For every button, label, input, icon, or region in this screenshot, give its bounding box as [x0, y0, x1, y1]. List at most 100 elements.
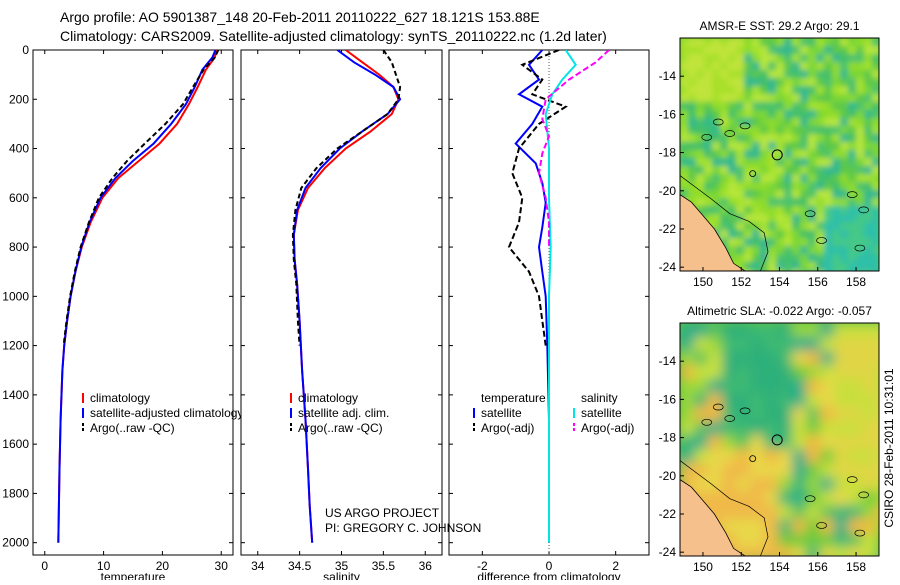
x-tick-label: -2 [477, 559, 488, 573]
map-cell [728, 214, 736, 222]
map-cell [712, 110, 720, 118]
map-cell [708, 435, 722, 449]
map-cell [688, 198, 696, 206]
map-cell [736, 421, 750, 435]
x-tick-label: 10 [97, 559, 111, 573]
y-tick-label: -24 [659, 260, 677, 274]
map-cell [728, 62, 736, 70]
credit-line-1: US ARGO PROJECT [325, 506, 440, 520]
map-cell [792, 491, 806, 505]
x-tick-label: 2 [612, 559, 619, 573]
map-cell [736, 206, 744, 214]
map-cell [872, 246, 879, 254]
map-cell [808, 206, 816, 214]
map-cell [736, 222, 744, 230]
map-cell [768, 62, 776, 70]
map-cell [712, 198, 720, 206]
map-cell [736, 174, 744, 182]
map-cell [784, 198, 792, 206]
map-cell [680, 365, 694, 379]
map-cell [800, 94, 808, 102]
map-cell [824, 78, 832, 86]
map-cell [752, 134, 760, 142]
y-tick-label: 600 [9, 191, 29, 205]
map-cell [712, 94, 720, 102]
map-cell [806, 477, 820, 491]
map-cell [712, 118, 720, 126]
map-cell [862, 323, 876, 337]
map-cell [876, 379, 879, 393]
map-cell [800, 222, 808, 230]
map-cell [840, 206, 848, 214]
map-cell [776, 158, 784, 166]
map-cell [688, 174, 696, 182]
map-cell [720, 166, 728, 174]
map-cell [848, 230, 856, 238]
map-cell [680, 393, 694, 407]
map-cell [722, 477, 736, 491]
map-cell [792, 435, 806, 449]
map-cell [876, 351, 879, 365]
map-cell [792, 134, 800, 142]
map-cell [688, 182, 696, 190]
map-cell [872, 158, 879, 166]
y-tick-label: 200 [9, 92, 29, 106]
map-cell [800, 150, 808, 158]
x-tick-label: 156 [808, 275, 828, 289]
map-cell [720, 38, 728, 46]
map-cell [778, 337, 792, 351]
map-cell [720, 238, 728, 246]
y-tick-label: 2000 [2, 536, 29, 550]
map-cell [712, 222, 720, 230]
map-cell [750, 491, 764, 505]
legend-label: climatology [90, 391, 150, 405]
map-cell [704, 118, 712, 126]
map-cell [680, 351, 694, 365]
map-cell [862, 337, 876, 351]
map-cell [806, 337, 820, 351]
map-cell [768, 86, 776, 94]
map-cell [778, 435, 792, 449]
map-cell [720, 70, 728, 78]
map-cell [840, 158, 848, 166]
map-cell [728, 142, 736, 150]
map-cell [694, 477, 708, 491]
map-cell [680, 118, 688, 126]
map-cell [848, 379, 862, 393]
map-cell [806, 463, 820, 477]
map-cell [750, 351, 764, 365]
map-cell [792, 449, 806, 463]
map-cell [820, 449, 834, 463]
map-cell [736, 351, 750, 365]
map-cell [808, 238, 816, 246]
map-cell [752, 38, 760, 46]
map-cell [708, 323, 722, 337]
map-cell [752, 46, 760, 54]
map-cell [760, 238, 768, 246]
map-cell [848, 206, 856, 214]
map-cell [816, 246, 824, 254]
map-cell [806, 449, 820, 463]
map-cell [848, 421, 862, 435]
map-cell [736, 379, 750, 393]
map-cell [728, 158, 736, 166]
map-cell [800, 86, 808, 94]
map-cell [776, 54, 784, 62]
map-cell [778, 407, 792, 421]
map-cell [744, 46, 752, 54]
map-cell [760, 102, 768, 110]
map-cell [792, 365, 806, 379]
map-cell [824, 86, 832, 94]
map-cell [840, 86, 848, 94]
map-cell [840, 222, 848, 230]
map-cell [750, 407, 764, 421]
map-cell [832, 110, 840, 118]
map-cell [722, 435, 736, 449]
map-cell [848, 533, 862, 547]
map-cell [840, 38, 848, 46]
map-cell [680, 78, 688, 86]
map-cell [792, 174, 800, 182]
map-cell [696, 182, 704, 190]
map-cell [872, 126, 879, 134]
